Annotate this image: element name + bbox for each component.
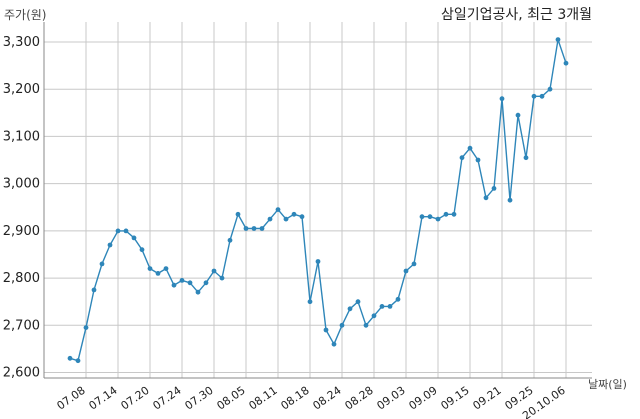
x-tick-label: 08.11 — [246, 384, 279, 413]
data-point — [275, 207, 281, 213]
x-axis-ticks: 07.0807.1407.2007.2407.3008.0508.1108.18… — [54, 384, 567, 419]
data-point — [99, 261, 105, 267]
data-point — [371, 313, 377, 319]
data-point — [475, 157, 481, 163]
data-point — [243, 226, 249, 231]
x-tick-label: 09.03 — [374, 384, 407, 413]
data-point — [363, 322, 369, 328]
x-tick-label: 09.15 — [438, 384, 471, 413]
x-tick-label: 08.05 — [214, 384, 247, 413]
data-point — [459, 155, 465, 161]
x-tick-label: 07.08 — [54, 384, 87, 413]
x-tick-label: 09.21 — [470, 384, 503, 413]
data-point — [547, 86, 553, 92]
data-point — [483, 195, 489, 201]
data-point — [147, 266, 153, 271]
data-point — [251, 226, 257, 231]
data-point — [219, 275, 225, 281]
data-point — [115, 228, 121, 234]
x-tick-label: 09.09 — [406, 384, 439, 413]
data-point — [403, 268, 409, 274]
axes — [43, 22, 592, 379]
data-point — [171, 282, 177, 288]
data-point — [235, 211, 241, 217]
data-point — [467, 145, 473, 151]
data-point — [523, 155, 529, 161]
data-point — [91, 287, 97, 293]
data-point — [379, 304, 385, 309]
data-point — [139, 247, 145, 253]
data-point — [531, 93, 537, 99]
chart-title: 삼일기업공사, 최근 3개월 — [440, 7, 592, 23]
data-point — [411, 261, 417, 267]
data-point — [307, 299, 313, 305]
data-point — [563, 60, 569, 66]
data-point — [195, 289, 201, 295]
x-tick-label: 08.18 — [278, 384, 311, 413]
y-tick-label: 2,600 — [3, 366, 40, 381]
grid-lines — [44, 22, 592, 378]
series-points — [67, 37, 569, 364]
data-point — [123, 228, 129, 234]
data-point — [187, 280, 193, 286]
data-point — [315, 259, 321, 264]
x-axis-label: 날짜(일) — [588, 378, 627, 391]
data-point — [75, 358, 81, 364]
x-tick-label: 07.30 — [182, 384, 215, 413]
data-point — [435, 216, 441, 222]
data-point — [67, 355, 73, 361]
y-tick-label: 2,700 — [3, 318, 40, 333]
data-point — [555, 37, 561, 42]
data-point — [451, 211, 457, 217]
data-point — [499, 96, 505, 102]
x-tick-label: 07.14 — [86, 384, 119, 413]
data-point — [283, 216, 289, 222]
data-point — [507, 197, 513, 203]
y-tick-label: 3,300 — [3, 35, 40, 50]
data-point — [419, 214, 425, 220]
y-tick-label: 3,200 — [3, 82, 40, 97]
series-line — [69, 39, 567, 362]
y-tick-label: 2,800 — [3, 271, 40, 286]
data-point — [211, 268, 217, 274]
data-point — [267, 216, 273, 222]
data-point — [443, 211, 449, 217]
x-tick-label: 08.24 — [310, 384, 343, 413]
data-point — [227, 237, 233, 243]
data-point — [107, 242, 113, 248]
data-point — [387, 304, 393, 309]
y-tick-label: 3,100 — [3, 129, 40, 144]
data-point — [427, 214, 433, 220]
data-point — [395, 296, 401, 302]
x-tick-label: 08.28 — [342, 384, 375, 413]
data-point — [539, 93, 545, 99]
y-axis-label: 주가(원) — [4, 8, 47, 22]
x-tick-label: 07.20 — [118, 384, 151, 413]
data-point — [331, 341, 337, 347]
data-point — [347, 306, 353, 312]
y-tick-label: 3,000 — [3, 177, 40, 192]
data-point — [323, 327, 329, 333]
data-point — [339, 322, 345, 328]
data-point — [515, 112, 521, 118]
x-tick-label: 07.24 — [150, 384, 183, 413]
data-point — [355, 299, 361, 305]
y-tick-label: 2,900 — [3, 224, 40, 239]
y-axis-ticks: 2,600 2,700 2,800 2,900 3,000 3,100 3,200 3,300 — [3, 35, 40, 381]
data-point — [163, 266, 169, 271]
data-point — [179, 278, 185, 283]
data-point — [131, 235, 137, 241]
data-point — [291, 211, 297, 217]
data-point — [155, 271, 161, 276]
data-point — [491, 186, 497, 191]
data-point — [203, 280, 209, 286]
data-point — [259, 226, 265, 231]
data-point — [299, 214, 305, 220]
data-point — [83, 325, 89, 330]
